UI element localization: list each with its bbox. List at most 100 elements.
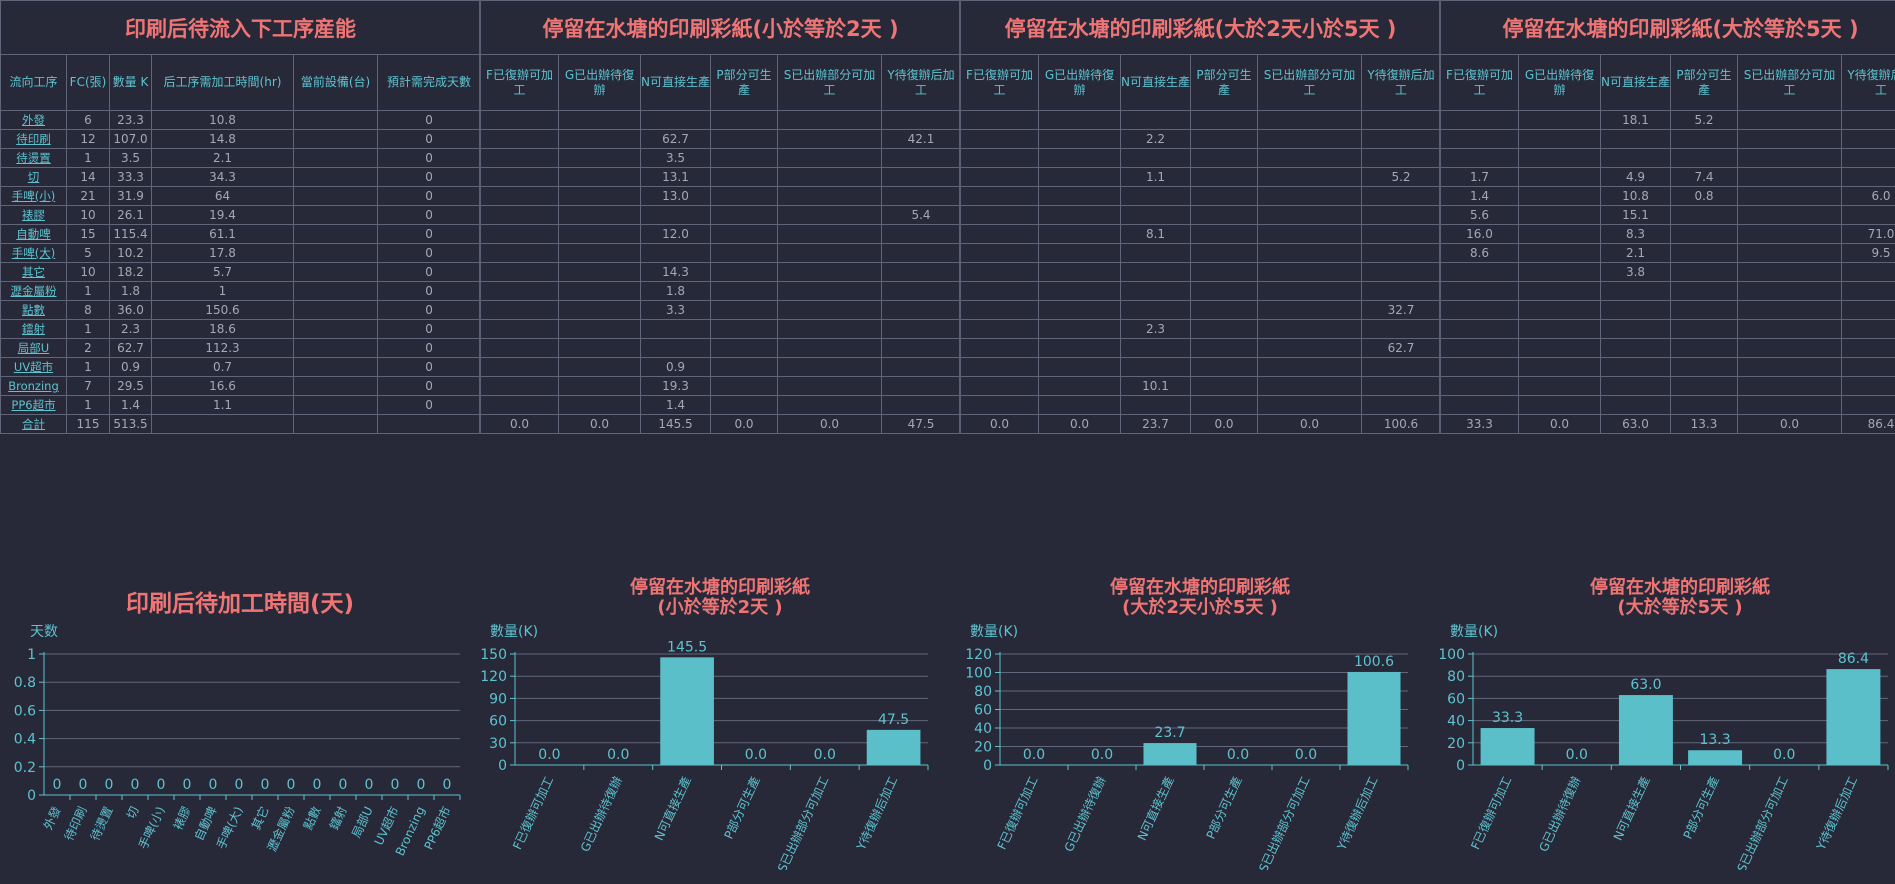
row-label-link[interactable]: 切 — [0, 167, 67, 187]
x-tick-label: P部分可生產 — [721, 774, 763, 841]
table-cell — [1840, 319, 1895, 339]
table-cell — [880, 395, 962, 415]
row-label-link[interactable]: Bronzing — [0, 376, 67, 396]
table-cell: 10.2 — [109, 243, 152, 263]
table-cell — [1737, 148, 1842, 168]
row-label-link[interactable]: 裱膠 — [0, 205, 67, 225]
table-cell — [1038, 129, 1121, 149]
row-label-link[interactable]: 其它 — [0, 262, 67, 282]
table-cell — [1038, 224, 1121, 244]
x-tick-label: 自動啤 — [191, 804, 220, 843]
table-cell: 5.2 — [1670, 110, 1738, 130]
table-cell — [1038, 205, 1121, 225]
table-cell — [960, 395, 1039, 415]
table-cell: 33.3 — [1440, 414, 1519, 434]
table-cell — [1190, 167, 1258, 187]
table-cell — [960, 338, 1039, 358]
table-divider — [479, 0, 481, 434]
data-label: 86.4 — [1838, 651, 1869, 667]
column-header: 數量 K — [109, 54, 152, 111]
row-label-link[interactable]: 合計 — [0, 414, 67, 434]
row-label-link[interactable]: 點數 — [0, 300, 67, 320]
row-label-link[interactable]: 外發 — [0, 110, 67, 130]
table-cell — [710, 129, 778, 149]
table-cell — [293, 148, 378, 168]
table-cell: 0 — [376, 300, 482, 320]
row-label-link[interactable]: 局部U — [0, 338, 67, 358]
table-cell — [1440, 338, 1519, 358]
data-label: 47.5 — [878, 712, 909, 728]
table-cell: 1.4 — [640, 395, 711, 415]
table-cell — [880, 262, 962, 282]
table-row — [480, 243, 962, 263]
chart-processing-days: 天数00.20.40.60.810外發0待印刷0待燙置0切0手啤(小)0裱膠0自… — [14, 624, 461, 858]
table-cell — [880, 148, 962, 168]
table-cell: 5.6 — [1440, 205, 1519, 225]
table-cell: 0 — [376, 148, 482, 168]
table-cell — [1518, 357, 1601, 377]
chart-title: 印刷后待加工時間(天) — [125, 591, 355, 617]
data-label: 0 — [365, 777, 374, 793]
table-cell — [710, 281, 778, 301]
row-label-link[interactable]: 待印刷 — [0, 129, 67, 149]
table-cell — [960, 243, 1039, 263]
table-cell: 6.0 — [1840, 186, 1895, 206]
chart-title-line: 停留在水塘的印刷彩紙 — [1110, 577, 1290, 598]
table-cell — [710, 319, 778, 339]
x-tick-label: S已出辦部分可加工 — [1255, 774, 1312, 870]
table-cell: 61.1 — [151, 224, 294, 244]
table-cell — [710, 167, 778, 187]
row-label-link[interactable]: 手啤(大) — [0, 243, 67, 263]
y-axis-label: 數量(K) — [1450, 624, 1498, 640]
y-tick-label: 20 — [1447, 736, 1465, 752]
row-label-link[interactable]: 手啤(小) — [0, 186, 67, 206]
table-cell — [1120, 110, 1191, 130]
table-cell — [1737, 300, 1842, 320]
x-tick-label: Y待復辦后加工 — [853, 774, 901, 853]
table-cell — [1440, 357, 1519, 377]
table-cell — [1518, 395, 1601, 415]
table-cell — [1737, 186, 1842, 206]
table-cell — [1670, 129, 1738, 149]
table-cell — [1190, 186, 1258, 206]
table-cell — [558, 167, 641, 187]
table-cell — [960, 205, 1039, 225]
row-label-link[interactable]: 自動啤 — [0, 224, 67, 244]
y-tick-label: 60 — [489, 714, 507, 730]
row-label-link[interactable]: 待燙置 — [0, 148, 67, 168]
table-cell — [1737, 205, 1842, 225]
table-cell — [1840, 167, 1895, 187]
row-label-link[interactable]: 鐳射 — [0, 319, 67, 339]
table-cell — [1038, 167, 1121, 187]
table-row: 合計 115 513.5 — [0, 414, 482, 434]
x-tick-label: F已復辦可加工 — [1467, 774, 1514, 852]
data-label: 0.0 — [1091, 747, 1113, 763]
data-label: 145.5 — [667, 639, 707, 655]
table-cell — [640, 319, 711, 339]
table-cell — [880, 243, 962, 263]
table-cell: 1.4 — [1440, 186, 1519, 206]
data-label: 0.0 — [1773, 747, 1795, 763]
table-cell — [1600, 376, 1671, 396]
table-cell — [1670, 243, 1738, 263]
table-row: 1.8 — [480, 281, 962, 301]
y-axis-label: 數量(K) — [490, 624, 538, 640]
table-cell: 1.8 — [640, 281, 711, 301]
table-cell: 6 — [66, 110, 110, 130]
table-cell: 112.3 — [151, 338, 294, 358]
table-cell — [293, 243, 378, 263]
y-tick-label: 40 — [974, 721, 992, 737]
table-row — [960, 262, 1442, 282]
table-cell — [1257, 281, 1362, 301]
table-row: 32.7 — [960, 300, 1442, 320]
table-cell — [1840, 357, 1895, 377]
row-label-link[interactable]: 瀝金屬粉 — [0, 281, 67, 301]
table-cell — [1120, 205, 1191, 225]
table-cell: 4.9 — [1600, 167, 1671, 187]
pond-table-2to5: 停留在水塘的印刷彩紙(大於2天小於5天 ) F已復辦可加工 G已出辦待復辦 N可直接… — [959, 0, 1442, 434]
table-cell: 3.8 — [1600, 262, 1671, 282]
column-header: FC(張) — [66, 54, 110, 111]
row-label-link[interactable]: PP6超市 — [0, 395, 67, 415]
row-label-link[interactable]: UV超市 — [0, 357, 67, 377]
table-row — [1440, 129, 1895, 149]
